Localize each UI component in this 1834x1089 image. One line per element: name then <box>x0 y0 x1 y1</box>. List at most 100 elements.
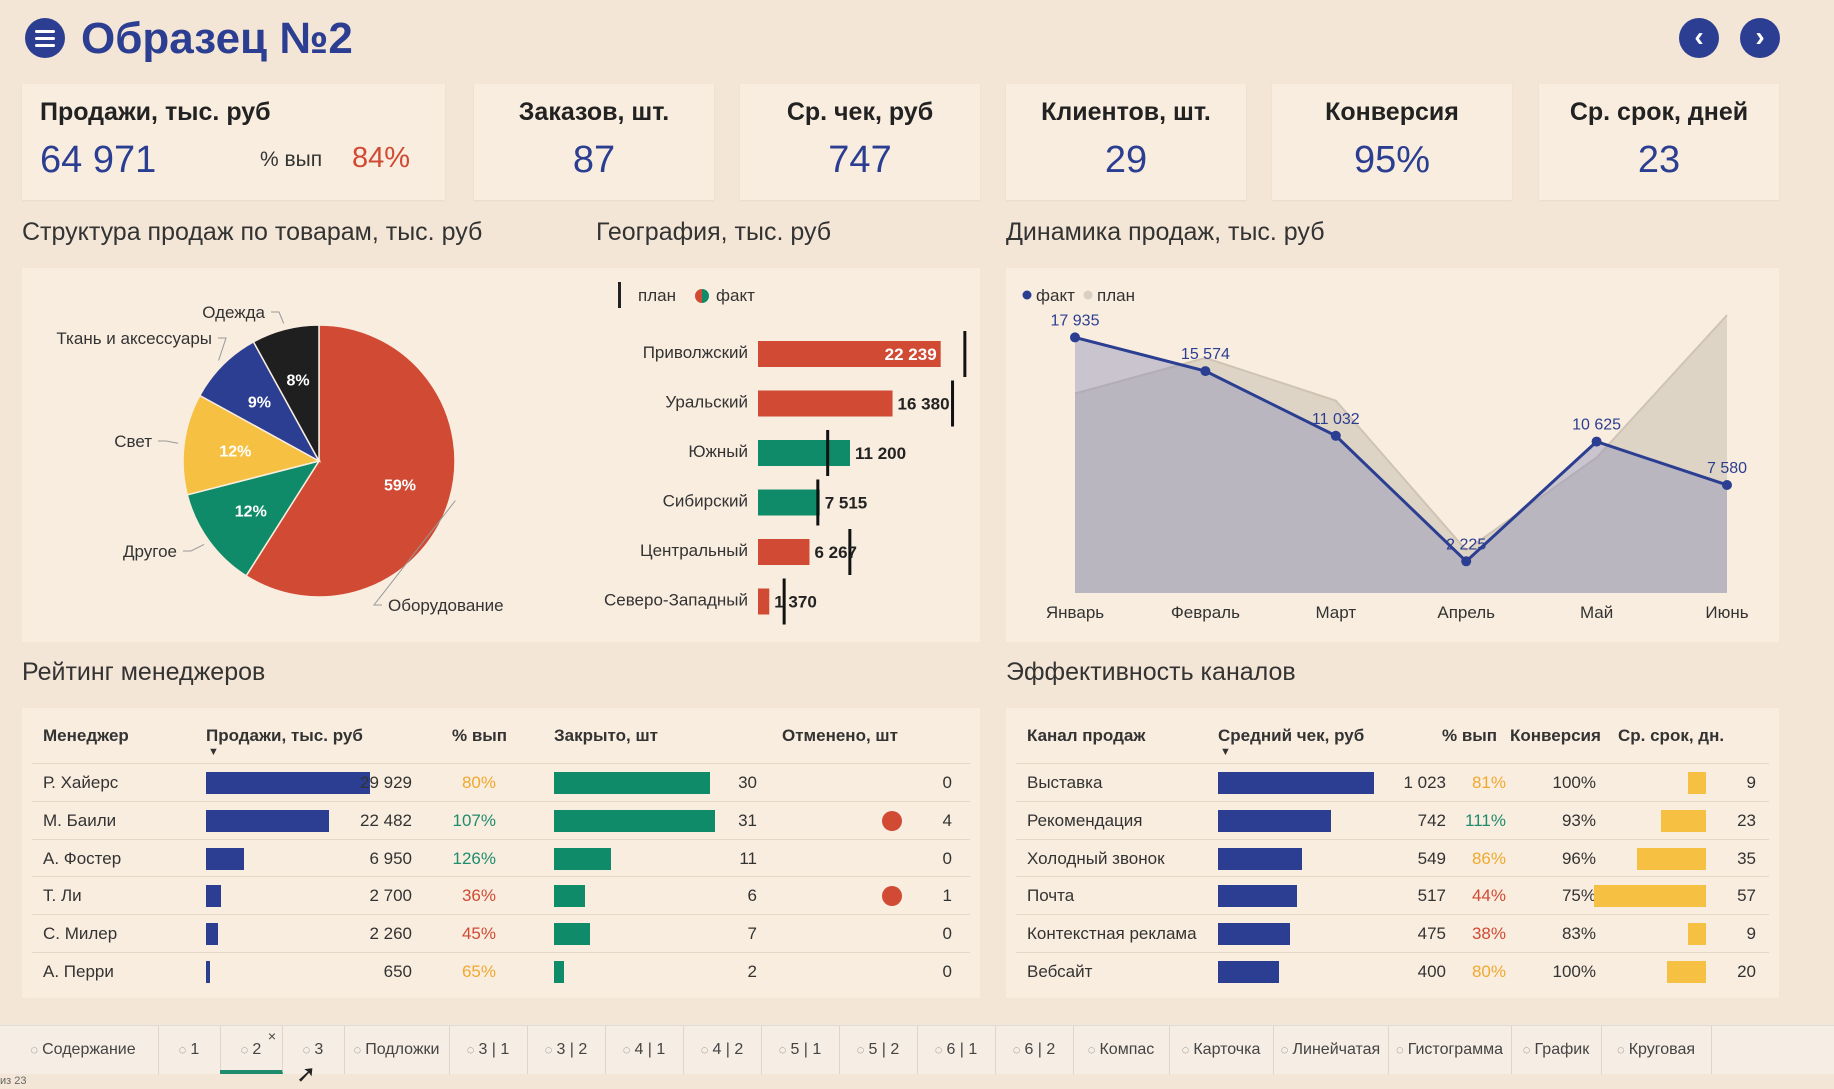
pie-slice[interactable] <box>186 459 321 577</box>
table-row[interactable]: Р. Хайерс 29 929 80% 30 0 <box>32 763 970 801</box>
pct-value: 44% <box>1471 886 1506 906</box>
fact-point[interactable] <box>1200 366 1211 377</box>
col-header[interactable]: Отменено, шт <box>782 726 898 745</box>
pct-value: 36% <box>461 886 496 906</box>
kpi-label: Клиентов, шт. <box>1041 98 1211 126</box>
tab-1[interactable]: ◌ Содержание <box>8 1026 159 1074</box>
table-row[interactable]: С. Милер 2 260 45% 7 0 <box>32 914 970 952</box>
tab-10[interactable]: ◌ 5 | 1 <box>761 1026 840 1074</box>
table-row[interactable]: Почта 517 44% 75% 57 <box>1016 876 1769 914</box>
col-header-sorted[interactable]: Средний чек, руб <box>1218 726 1365 745</box>
table-row[interactable]: Т. Ли 2 700 36% 6 1 <box>32 876 970 914</box>
legend-fact-label: факт <box>716 286 755 305</box>
hidden-page-icon: ◌ <box>1087 1042 1096 1057</box>
hidden-page-icon: ◌ <box>544 1042 553 1057</box>
closed-bar <box>554 961 565 983</box>
dynamics-chart-title: Динамика продаж, тыс. руб <box>1006 218 1325 246</box>
fact-line <box>1074 335 1728 564</box>
table-row[interactable]: А. Перри 650 65% 2 0 <box>32 952 970 990</box>
geo-fact-bar[interactable] <box>758 341 941 367</box>
legend-fact-marker-red <box>695 289 702 303</box>
fact-point[interactable] <box>1070 332 1080 343</box>
geo-fact-bar[interactable] <box>758 489 820 516</box>
tab-5[interactable]: ◌ Подложки <box>344 1026 450 1074</box>
menu-button[interactable] <box>25 18 65 58</box>
term-value: 57 <box>1737 886 1756 906</box>
pct-value: 86% <box>1471 848 1506 868</box>
fact-area <box>1075 337 1727 593</box>
tab-close-icon[interactable]: × <box>267 1028 276 1044</box>
cancel-value: 0 <box>942 962 952 981</box>
term-bar <box>1637 847 1706 870</box>
col-header[interactable]: Конверсия <box>1510 726 1601 745</box>
col-header-sorted[interactable]: Продажи, тыс. руб <box>206 726 363 745</box>
fact-point[interactable] <box>1722 479 1732 490</box>
x-tick-label: Январь <box>1046 603 1104 622</box>
pct-value: 126% <box>452 848 496 868</box>
geo-plan-marker <box>963 331 967 377</box>
tab-12[interactable]: ◌ 6 | 1 <box>917 1026 996 1074</box>
pie-slice[interactable] <box>245 324 456 598</box>
kpi-label: Ср. чек, руб <box>786 98 934 126</box>
tab-label: Содержание <box>42 1041 136 1058</box>
cancel-indicator-dot <box>882 886 902 907</box>
table-row[interactable]: Холодный звонок 549 86% 96% 35 <box>1016 838 1769 877</box>
fact-point[interactable] <box>1461 556 1472 567</box>
tab-label: Карточка <box>1193 1041 1261 1058</box>
pie-leader-line <box>158 440 179 444</box>
geo-fact-bar[interactable] <box>758 539 810 565</box>
sort-desc-icon: ▼ <box>1220 746 1231 758</box>
table-row[interactable]: Вебсайт 400 80% 100% 20 <box>1016 952 1769 990</box>
tab-11[interactable]: ◌ 5 | 2 <box>839 1026 918 1074</box>
fact-point[interactable] <box>1330 430 1341 441</box>
area-chart: факт план 17 935 15 574 11 032 2 225 10 625 7 5… <box>1022 286 1749 622</box>
tab-8[interactable]: ◌ 4 | 1 <box>605 1026 684 1074</box>
pct-value: 80% <box>1471 962 1506 981</box>
pie-slice[interactable] <box>252 324 320 462</box>
col-header[interactable]: Закрыто, шт <box>554 726 658 745</box>
chevron-right-icon: › <box>1755 21 1765 52</box>
tab-17[interactable]: ◌ Гистограмма <box>1388 1026 1512 1074</box>
tab-3[interactable]: ◌ 2 × <box>220 1026 283 1074</box>
geo-fact-bar[interactable] <box>758 440 850 466</box>
sales-value: 2 700 <box>369 886 412 906</box>
tab-19[interactable]: ◌ Круговая <box>1601 1026 1712 1074</box>
tab-7[interactable]: ◌ 3 | 2 <box>527 1026 606 1074</box>
col-header[interactable]: Менеджер <box>43 726 129 745</box>
col-header[interactable]: Ср. срок, дн. <box>1618 726 1725 745</box>
tab-label: 6 | 2 <box>1024 1041 1056 1058</box>
col-header[interactable]: Канал продаж <box>1027 726 1146 745</box>
kpi-value: 87 <box>572 139 616 181</box>
pie-category-label: Одежда <box>202 303 265 322</box>
tab-14[interactable]: ◌ Компас <box>1073 1026 1170 1074</box>
geo-fact-bar[interactable] <box>758 390 893 417</box>
table-row[interactable]: Контекстная реклама 475 38% 83% 9 <box>1016 914 1769 952</box>
fact-point[interactable] <box>1591 436 1602 447</box>
channel-name: Контекстная реклама <box>1027 924 1197 944</box>
col-header[interactable]: % вып <box>1442 726 1498 745</box>
kpi-sub-value: 84% <box>352 142 411 174</box>
hidden-page-icon: ◌ <box>778 1042 787 1057</box>
tab-15[interactable]: ◌ Карточка <box>1169 1026 1274 1074</box>
geo-value-label: 1 370 <box>774 593 817 612</box>
table-row[interactable]: М. Баили 22 482 107% 31 4 <box>32 800 970 839</box>
plan-line <box>1074 314 1728 552</box>
tab-6[interactable]: ◌ 3 | 1 <box>449 1026 528 1074</box>
pie-slice[interactable] <box>182 394 322 496</box>
tab-9[interactable]: ◌ 4 | 2 <box>683 1026 762 1074</box>
geo-fact-bar[interactable] <box>758 588 770 615</box>
col-header[interactable]: % вып <box>452 726 508 745</box>
tab-18[interactable]: ◌ График <box>1511 1026 1602 1074</box>
table-row[interactable]: Рекомендация 742 111% 93% 23 <box>1016 800 1769 839</box>
tab-13[interactable]: ◌ 6 | 2 <box>995 1026 1074 1074</box>
menu-icon-line <box>35 37 55 40</box>
next-page-button[interactable]: › <box>1740 18 1780 58</box>
conversion-value: 100% <box>1552 962 1596 981</box>
check-value: 400 <box>1417 962 1446 981</box>
table-row[interactable]: Выставка 1 023 81% 100% 9 <box>1016 763 1769 801</box>
tab-4[interactable]: ◌ 3 <box>282 1026 345 1074</box>
tab-16[interactable]: ◌ Линейчатая <box>1273 1026 1389 1074</box>
tab-2[interactable]: ◌ 1 <box>158 1026 221 1074</box>
table-row[interactable]: А. Фостер 6 950 126% 11 0 <box>32 838 970 877</box>
prev-page-button[interactable]: ‹ <box>1679 18 1719 58</box>
